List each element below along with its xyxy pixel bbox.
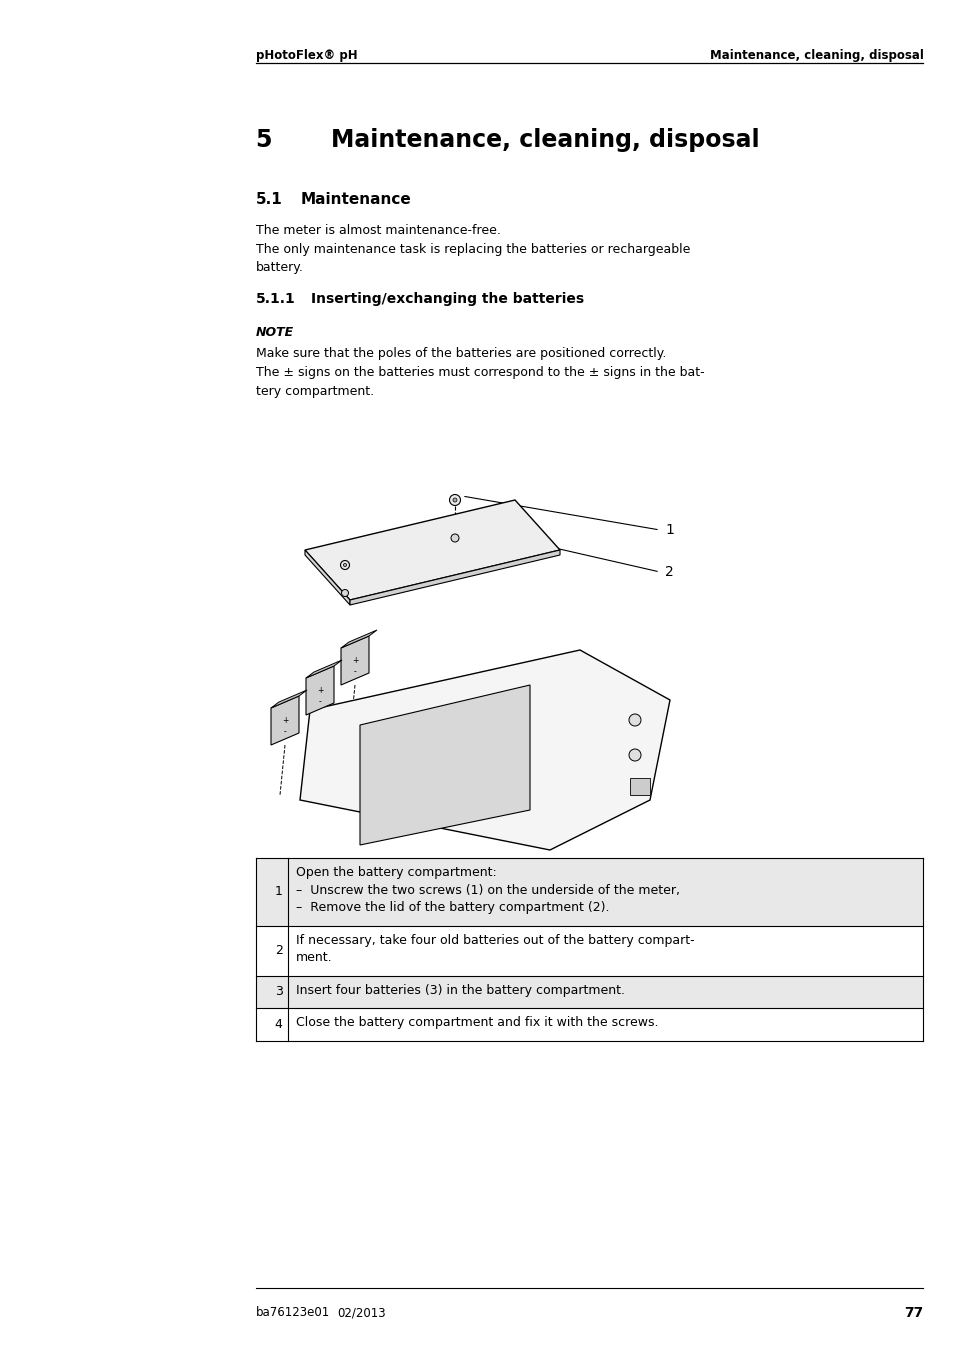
Text: -: -: [318, 697, 321, 707]
Text: -: -: [354, 667, 356, 677]
Text: The ± signs on the batteries must correspond to the ± signs in the bat-: The ± signs on the batteries must corres…: [255, 366, 703, 380]
Text: Maintenance: Maintenance: [300, 192, 411, 207]
Text: Maintenance, cleaning, disposal: Maintenance, cleaning, disposal: [331, 128, 759, 153]
Circle shape: [343, 563, 346, 566]
Polygon shape: [350, 550, 559, 605]
Bar: [255, 925, 923, 975]
Text: 5.1: 5.1: [255, 192, 282, 207]
Text: 3: 3: [274, 985, 282, 998]
Polygon shape: [629, 778, 649, 794]
Text: –  Unscrew the two screws (1) on the underside of the meter,: – Unscrew the two screws (1) on the unde…: [295, 884, 679, 897]
Polygon shape: [305, 550, 350, 605]
Text: +: +: [281, 716, 288, 725]
Text: 1: 1: [664, 523, 673, 536]
Polygon shape: [306, 661, 341, 678]
Text: Inserting/exchanging the batteries: Inserting/exchanging the batteries: [311, 292, 583, 305]
Text: -: -: [283, 728, 286, 736]
Circle shape: [628, 748, 640, 761]
Circle shape: [449, 494, 460, 505]
Text: tery compartment.: tery compartment.: [255, 385, 374, 399]
Text: –  Remove the lid of the battery compartment (2).: – Remove the lid of the battery compartm…: [295, 901, 609, 915]
Text: The meter is almost maintenance-free.: The meter is almost maintenance-free.: [255, 224, 500, 236]
Polygon shape: [271, 690, 307, 708]
Text: If necessary, take four old batteries out of the battery compart-: If necessary, take four old batteries ou…: [295, 934, 694, 947]
Polygon shape: [271, 696, 298, 744]
Circle shape: [628, 713, 640, 725]
Text: Make sure that the poles of the batteries are positioned correctly.: Make sure that the poles of the batterie…: [255, 347, 665, 359]
Text: Maintenance, cleaning, disposal: Maintenance, cleaning, disposal: [709, 49, 923, 62]
Text: battery.: battery.: [255, 261, 303, 274]
Text: 5: 5: [255, 128, 272, 153]
Bar: [255, 1008, 923, 1040]
Text: ba76123e01: ba76123e01: [255, 1306, 330, 1319]
Text: +: +: [316, 686, 323, 696]
Circle shape: [451, 534, 458, 542]
Polygon shape: [306, 666, 334, 715]
Text: 02/2013: 02/2013: [337, 1306, 386, 1319]
Text: 5.1.1: 5.1.1: [255, 292, 295, 305]
Text: The only maintenance task is replacing the batteries or rechargeable: The only maintenance task is replacing t…: [255, 242, 689, 255]
Text: NOTE: NOTE: [255, 326, 294, 339]
Polygon shape: [340, 636, 369, 685]
Text: 2: 2: [664, 565, 673, 580]
Text: 1: 1: [274, 885, 282, 898]
Text: pHotoFlex® pH: pHotoFlex® pH: [255, 49, 357, 62]
Text: Insert four batteries (3) in the battery compartment.: Insert four batteries (3) in the battery…: [295, 984, 624, 997]
Text: ment.: ment.: [295, 951, 332, 965]
Circle shape: [340, 561, 349, 570]
Text: Close the battery compartment and fix it with the screws.: Close the battery compartment and fix it…: [295, 1016, 658, 1029]
Polygon shape: [305, 500, 559, 600]
Polygon shape: [340, 630, 376, 648]
Text: 77: 77: [903, 1306, 923, 1320]
Bar: [255, 858, 923, 925]
Polygon shape: [299, 650, 669, 850]
Polygon shape: [359, 685, 530, 844]
Circle shape: [453, 499, 456, 503]
Circle shape: [341, 589, 348, 597]
Text: Open the battery compartment:: Open the battery compartment:: [295, 866, 496, 880]
Text: +: +: [352, 657, 357, 666]
Text: 2: 2: [274, 944, 282, 957]
Bar: [255, 975, 923, 1008]
Text: 4: 4: [274, 1017, 282, 1031]
